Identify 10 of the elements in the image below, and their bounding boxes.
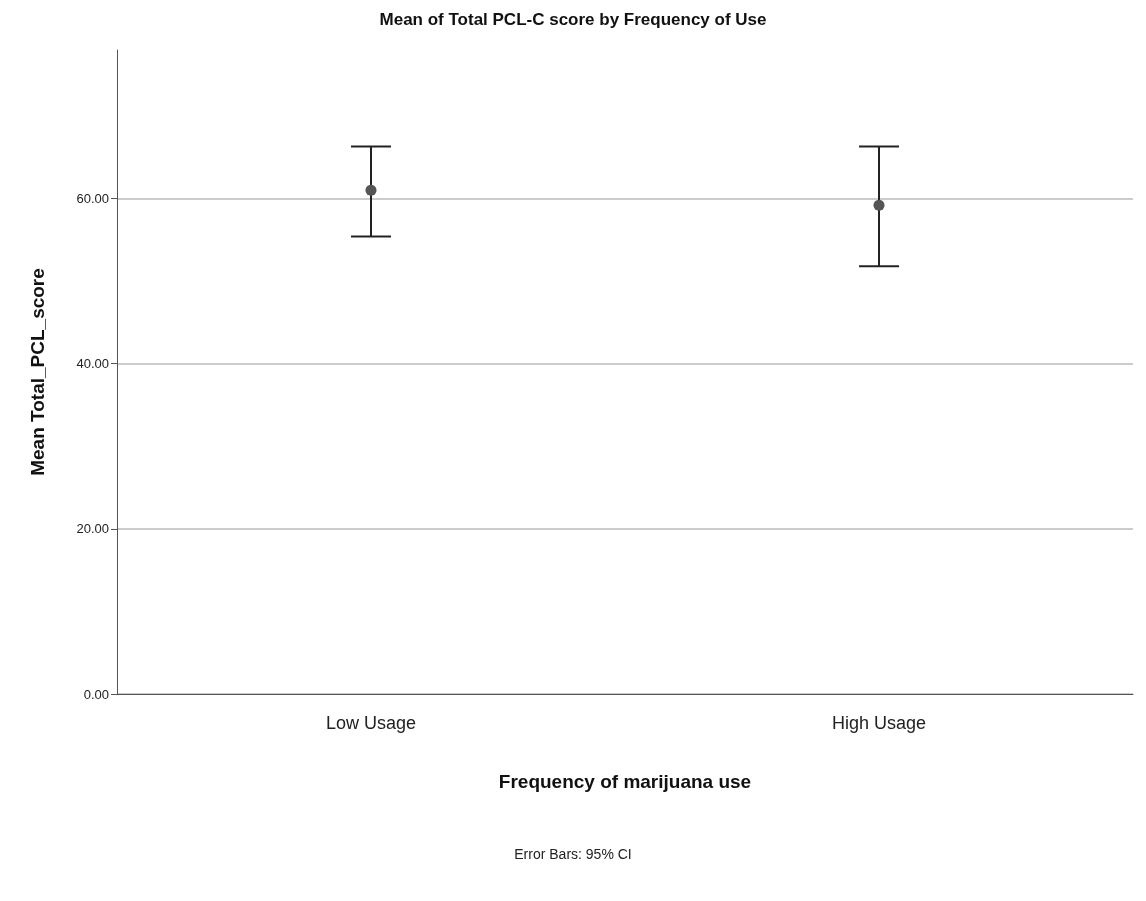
y-axis-title: Mean Total_PCL_score — [27, 268, 48, 476]
y-tick-label: 0.00 — [83, 686, 109, 702]
x-tick-label: High Usage — [831, 713, 927, 733]
x-tick-label: Low Usage — [325, 713, 417, 733]
x-axis-title: Frequency of marijuana use — [498, 771, 752, 792]
chart-title: Mean of Total PCL-C score by Frequency of Use — [379, 10, 767, 29]
text: Error Bars: 95% CI — [514, 846, 632, 862]
y-tick-label: 40.00 — [76, 356, 109, 372]
y-tick-label: 20.00 — [76, 521, 109, 537]
y-tick-label: 60.00 — [76, 191, 109, 207]
